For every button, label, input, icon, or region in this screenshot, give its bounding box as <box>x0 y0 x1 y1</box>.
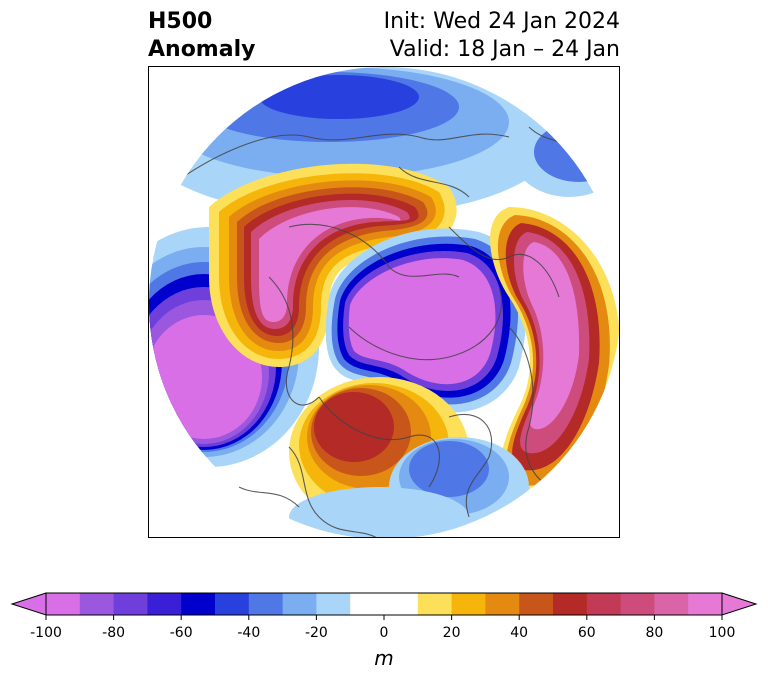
colorbar-tick-label: 60 <box>577 625 596 641</box>
colorbar-segment <box>46 593 81 615</box>
colorbar-tick-label: -100 <box>30 625 62 641</box>
colorbar-segment <box>113 593 148 615</box>
colorbar-extend-min <box>10 592 47 616</box>
colorbar-tick-label: 100 <box>708 625 736 641</box>
coastlines <box>168 126 600 537</box>
colorbar <box>10 592 758 620</box>
colorbar-segment <box>417 593 453 615</box>
init-date: Init: Wed 24 Jan 2024 <box>383 9 620 34</box>
colorbar-segment <box>316 593 351 615</box>
colorbar-segment <box>485 593 520 615</box>
colorbar-tick-label: -20 <box>304 625 328 641</box>
colorbar-segment <box>519 593 554 615</box>
map-canvas <box>149 67 619 537</box>
neg-anomaly-east-asia <box>289 437 529 537</box>
colorbar-tick-label: 20 <box>442 625 461 641</box>
anomaly-map <box>148 66 620 538</box>
title-left: H500 Anomaly <box>148 8 255 64</box>
colorbar-segment <box>451 593 486 615</box>
title-variable: H500 <box>148 9 213 34</box>
title-type: Anomaly <box>148 37 256 62</box>
colorbar-tick-label: 40 <box>510 625 529 641</box>
colorbar-segment <box>654 593 689 615</box>
colorbar-segment <box>215 593 250 615</box>
title-right: Init: Wed 24 Jan 2024 Valid: 18 Jan – 24… <box>384 8 620 64</box>
pos-anomaly-pacific <box>209 163 457 367</box>
colorbar-tick-label: -60 <box>169 625 193 641</box>
colorbar-segment <box>553 593 588 615</box>
colorbar-segment <box>384 593 419 615</box>
colorbar-segment <box>181 593 216 615</box>
neg-anomaly-central <box>325 228 527 413</box>
colorbar-segment <box>147 593 182 615</box>
colorbar-tick-label: 80 <box>645 625 664 641</box>
valid-range: Valid: 18 Jan – 24 Jan <box>389 37 620 62</box>
colorbar-extend-max <box>721 592 758 616</box>
colorbar-segment <box>688 593 723 615</box>
colorbar-segment <box>248 593 284 615</box>
colorbar-segment <box>620 593 655 615</box>
colorbar-segment <box>350 593 385 615</box>
colorbar-unit: m <box>374 646 394 670</box>
colorbar-segment <box>282 593 317 615</box>
colorbar-segment <box>79 593 115 615</box>
colorbar-segment <box>586 593 622 615</box>
colorbar-tick-label: -80 <box>102 625 126 641</box>
colorbar-tick-label: 0 <box>379 625 389 641</box>
colorbar-tick-label: -40 <box>237 625 261 641</box>
